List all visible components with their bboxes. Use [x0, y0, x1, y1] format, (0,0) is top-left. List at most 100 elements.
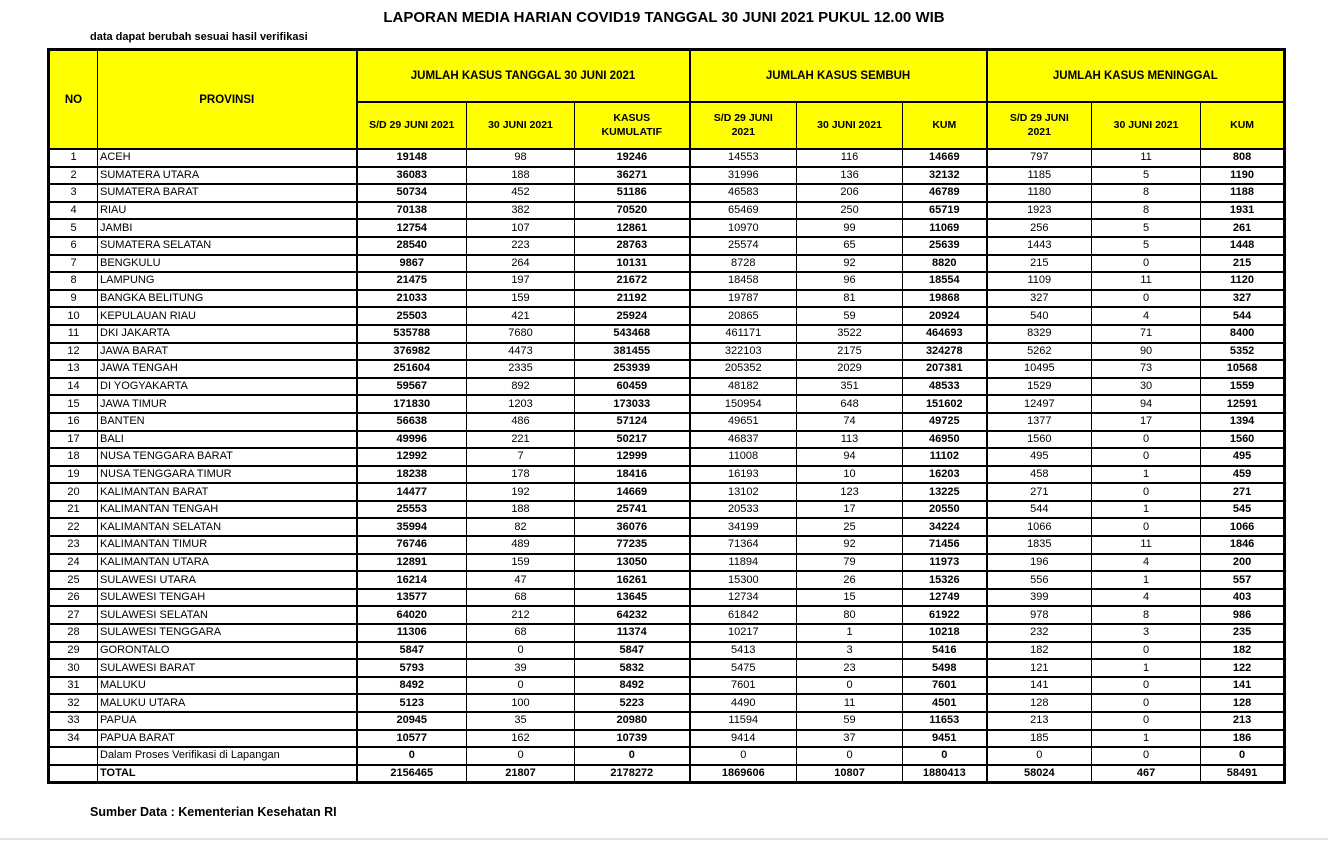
value-cell: 11594 [688, 711, 798, 731]
value-cell: 20533 [688, 499, 798, 520]
total-label: TOTAL [97, 763, 357, 784]
table-row: 17 BALI 49996 221 50217 46837 113 46950 1560 0 156… [48, 429, 1286, 450]
value-cell: 264 [466, 253, 575, 274]
row-number: 7 [48, 253, 98, 274]
subheader-recovered-cumulative: KUM [902, 101, 988, 150]
value-cell: 65469 [688, 200, 798, 221]
covid-report-table: NO PROVINSI JUMLAH KASUS TANGGAL 30 JUNI… [47, 48, 1287, 785]
province-name: JAMBI [97, 218, 357, 238]
row-number: 22 [48, 517, 98, 538]
value-cell: 215 [1200, 253, 1286, 274]
table-row: 27 SULAWESI SELATAN 64020 212 64232 61842 80 61… [48, 605, 1286, 626]
table-row: 22 KALIMANTAN SELATAN 35994 82 36076 34199 25 3… [48, 517, 1286, 538]
value-cell: 15326 [902, 570, 988, 590]
value-cell: 11894 [688, 552, 798, 573]
value-cell: 256 [985, 218, 1093, 238]
subheader-deaths-30: 30 JUNI 2021 [1091, 101, 1202, 150]
value-cell: 205352 [688, 359, 798, 379]
value-cell: 464693 [902, 323, 988, 344]
value-cell: 13225 [902, 482, 988, 502]
value-cell: 81 [796, 288, 904, 309]
value-cell: 37 [796, 728, 904, 749]
value-cell: 31996 [688, 165, 798, 186]
value-cell: 9867 [355, 253, 467, 274]
value-cell: 5498 [902, 658, 988, 678]
value-cell: 185 [985, 728, 1093, 749]
value-cell: 403 [1200, 587, 1286, 608]
value-cell: 21192 [573, 288, 691, 309]
table-row: 3 SUMATERA BARAT 50734 452 51186 46583 206 4678… [48, 183, 1286, 203]
province-name: JAWA TIMUR [97, 394, 357, 414]
value-cell: 0 [1091, 253, 1202, 274]
value-cell: 8400 [1200, 323, 1286, 344]
value-cell: 5 [1091, 165, 1202, 186]
value-cell: 1560 [1200, 429, 1286, 450]
value-cell: 20550 [902, 499, 988, 520]
row-number: 23 [48, 535, 98, 555]
value-cell: 47 [466, 570, 575, 590]
value-cell: 251604 [355, 359, 467, 379]
row-number: 15 [48, 394, 98, 414]
subheader-deaths-cumulative: KUM [1200, 101, 1286, 150]
value-cell: 150954 [688, 394, 798, 414]
row-number: 3 [48, 183, 98, 203]
table-row: 28 SULAWESI TENGGARA 11306 68 11374 10217 1 102… [48, 623, 1286, 643]
subheader-cases-until-29: S/D 29 JUNI 2021 [355, 101, 467, 150]
value-cell: 18416 [573, 464, 691, 485]
table-row: 2 SUMATERA UTARA 36083 188 36271 31996 136 3213… [48, 165, 1286, 186]
value-cell: 182 [1200, 640, 1286, 661]
value-cell: 5416 [902, 640, 988, 661]
value-cell: 56638 [355, 411, 467, 432]
value-cell: 351 [796, 376, 904, 397]
value-cell: 5847 [573, 640, 691, 661]
value-cell: 98 [466, 148, 575, 168]
value-cell: 0 [902, 746, 988, 766]
value-cell: 25 [796, 517, 904, 538]
value-cell: 76746 [355, 535, 467, 555]
province-name: ACEH [97, 148, 357, 168]
value-cell: 10 [796, 464, 904, 485]
value-cell: 5352 [1200, 341, 1286, 362]
table-row: 34 PAPUA BARAT 10577 162 10739 9414 37 9451 185 1… [48, 728, 1286, 749]
value-cell: 7 [466, 447, 575, 467]
value-cell: 61842 [688, 605, 798, 626]
value-cell: 2335 [466, 359, 575, 379]
value-cell: 25503 [355, 306, 467, 326]
row-number: 33 [48, 711, 98, 731]
value-cell: 71364 [688, 535, 798, 555]
value-cell: 0 [355, 746, 467, 766]
row-number: 12 [48, 341, 98, 362]
value-cell: 16261 [573, 570, 691, 590]
value-cell: 71 [1091, 323, 1202, 344]
value-cell: 197 [466, 271, 575, 291]
value-cell: 92 [796, 253, 904, 274]
table-row: 12 JAWA BARAT 376982 4473 381455 322103 2175 32… [48, 341, 1286, 362]
value-cell: 0 [466, 640, 575, 661]
row-number: 14 [48, 376, 98, 397]
table-row: 25 SULAWESI UTARA 16214 47 16261 15300 26 15326… [48, 570, 1286, 590]
table-row: 32 MALUKU UTARA 5123 100 5223 4490 11 4501 128 0 1… [48, 693, 1286, 713]
header-no: NO [48, 49, 98, 150]
subheader-recovered-until-29: S/D 29 JUNI 2021 [688, 101, 798, 150]
province-name: MALUKU [97, 675, 357, 696]
row-number: 32 [48, 693, 98, 713]
value-cell: 1869606 [688, 763, 798, 784]
value-cell: 21672 [573, 271, 691, 291]
value-cell: 381455 [573, 341, 691, 362]
value-cell: 46789 [902, 183, 988, 203]
value-cell: 20980 [573, 711, 691, 731]
province-name: DI YOGYAKARTA [97, 376, 357, 397]
value-cell: 11069 [902, 218, 988, 238]
value-cell: 15 [796, 587, 904, 608]
value-cell: 36076 [573, 517, 691, 538]
value-cell: 544 [985, 499, 1093, 520]
value-cell: 77235 [573, 535, 691, 555]
value-cell: 50734 [355, 183, 467, 203]
table-row: 7 BENGKULU 9867 264 10131 8728 92 8820 215 0 215 [48, 253, 1286, 274]
value-cell: 12497 [985, 394, 1093, 414]
value-cell: 13577 [355, 587, 467, 608]
province-name: KALIMANTAN TIMUR [97, 535, 357, 555]
table-row: 24 KALIMANTAN UTARA 12891 159 13050 11894 79 11… [48, 552, 1286, 573]
value-cell: 215 [985, 253, 1093, 274]
value-cell: 458 [985, 464, 1093, 485]
